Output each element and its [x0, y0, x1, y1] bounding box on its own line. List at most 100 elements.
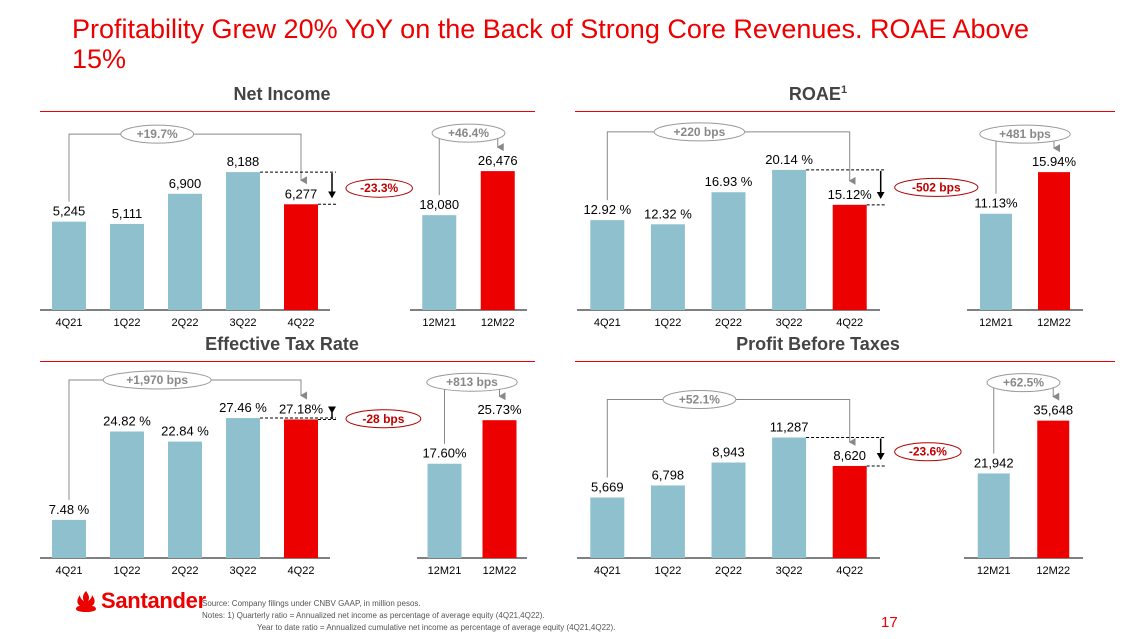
qoq-change-label: -23.3%: [360, 181, 398, 195]
data-label: 5,669: [591, 479, 624, 494]
x-tick-label: 1Q22: [654, 317, 681, 329]
x-tick-label: 12M21: [422, 317, 456, 329]
yoy-change-label: +481 bps: [999, 127, 1051, 141]
x-tick-label: 12M21: [977, 565, 1011, 577]
yoy-bracket: [606, 131, 856, 201]
x-tick-label: 4Q21: [56, 565, 83, 577]
bar-12m21: [422, 215, 457, 310]
bar-3q22: [772, 437, 807, 558]
x-tick-label: 12M22: [1037, 317, 1071, 329]
yoy-change-label: +46.4%: [448, 126, 489, 140]
qoq-change-label: -23.6%: [909, 445, 947, 459]
qoq-change-label: -28 bps: [362, 412, 404, 426]
x-tick-label: 4Q22: [288, 317, 315, 329]
bar-12m22: [1037, 420, 1070, 558]
x-tick-label: 4Q22: [288, 565, 315, 577]
bar-1q22: [110, 223, 144, 310]
bar-4q21: [52, 221, 86, 310]
x-tick-label: 2Q22: [172, 565, 199, 577]
section-title-profit-before-taxes: Profit Before Taxes: [618, 334, 1018, 355]
section-title-roae: ROAE1: [618, 84, 1018, 105]
bar-3q22: [226, 172, 260, 310]
note-1: Notes: 1) Quarterly ratio = Annualized n…: [202, 611, 545, 620]
x-tick-label: 12M22: [483, 565, 517, 577]
section-divider: [40, 361, 535, 362]
data-label: 35,648: [1033, 403, 1073, 418]
bar-4q21: [590, 220, 625, 310]
note-2: Year to date ratio = Annualized cumulati…: [257, 623, 616, 632]
data-label: 18,080: [419, 197, 459, 212]
data-label: 17.60%: [422, 446, 467, 461]
section-title-text: ROAE: [788, 84, 841, 104]
bar-4q21: [590, 497, 625, 558]
bar-3q22: [226, 418, 260, 558]
data-label: 27.46 %: [219, 400, 267, 415]
data-label: 6,798: [652, 467, 685, 482]
x-tick-label: 12M22: [1036, 565, 1070, 577]
x-tick-label: 4Q21: [594, 565, 621, 577]
bar-4q21: [52, 519, 86, 558]
data-label: 11.13%: [974, 196, 1018, 211]
x-tick-label: 4Q21: [56, 317, 83, 329]
x-tick-label: 2Q22: [715, 317, 742, 329]
data-label: 16.93 %: [705, 174, 753, 189]
data-label: 6,900: [169, 176, 202, 191]
bar-4q22: [284, 204, 318, 310]
bar-2q22: [711, 462, 746, 558]
x-tick-label: 4Q22: [836, 317, 863, 329]
data-label: 5,245: [53, 204, 86, 219]
yoy-badge: [653, 122, 746, 142]
slide-title: Profitability Grew 20% YoY on the Back o…: [72, 14, 1030, 74]
bar-12m22: [480, 171, 515, 310]
yoy-change-label: +52.1%: [679, 393, 720, 407]
data-label: 26,476: [478, 153, 518, 168]
x-tick-label: 4Q21: [594, 317, 621, 329]
x-tick-label: 2Q22: [172, 317, 199, 329]
qoq-badge: [345, 178, 413, 198]
yoy-badge: [426, 372, 518, 392]
data-label: 22.84 %: [161, 424, 209, 439]
bar-1q22: [650, 485, 685, 558]
footnote-marker: 1: [840, 84, 848, 96]
yoy-bracket: [68, 133, 307, 202]
data-label: 21,942: [974, 455, 1014, 470]
qoq-badge: [894, 177, 979, 197]
bar-2q22: [711, 192, 746, 310]
x-tick-label: 3Q22: [776, 317, 803, 329]
data-label: 11,287: [770, 420, 809, 435]
x-tick-label: 12M21: [428, 565, 462, 577]
bar-12m21: [427, 463, 462, 558]
footnotes: Source: Company filings under CNBV GAAP,…: [202, 598, 615, 634]
data-label: 12.32 %: [644, 206, 692, 221]
source-note: Source: Company filings under CNBV GAAP,…: [202, 599, 421, 608]
data-label: 8,943: [712, 445, 745, 460]
data-label: 15.94%: [1032, 154, 1077, 169]
bar-4q22: [832, 465, 867, 558]
x-tick-label: 1Q22: [654, 565, 681, 577]
yoy-badge: [986, 373, 1061, 393]
bar-3q22: [772, 169, 807, 310]
yoy-change-label: +62.5%: [1003, 376, 1044, 390]
qoq-change-label: -502 bps: [912, 180, 961, 194]
santander-logo: Santander: [75, 588, 206, 614]
x-tick-label: 1Q22: [114, 317, 141, 329]
qoq-badge: [345, 409, 422, 429]
section-title-text: Effective Tax Rate: [205, 334, 359, 354]
section-title-text: Net Income: [233, 84, 331, 104]
bar-12m22: [482, 420, 517, 558]
data-label: 7.48 %: [49, 502, 90, 517]
bar-2q22: [168, 441, 202, 558]
x-tick-label: 1Q22: [114, 565, 141, 577]
yoy-badge: [979, 124, 1071, 144]
brand-name: Santander: [101, 588, 206, 613]
x-tick-label: 4Q22: [836, 565, 863, 577]
yoy-badge: [120, 124, 195, 144]
yoy-badge: [431, 123, 506, 143]
data-label: 15.12%: [828, 187, 873, 202]
yoy-change-label: +813 bps: [446, 375, 498, 389]
data-label: 8,188: [227, 154, 260, 169]
x-tick-label: 3Q22: [776, 565, 803, 577]
section-title-net-income: Net Income: [82, 84, 482, 105]
section-title-effective-tax-rate: Effective Tax Rate: [82, 334, 482, 355]
